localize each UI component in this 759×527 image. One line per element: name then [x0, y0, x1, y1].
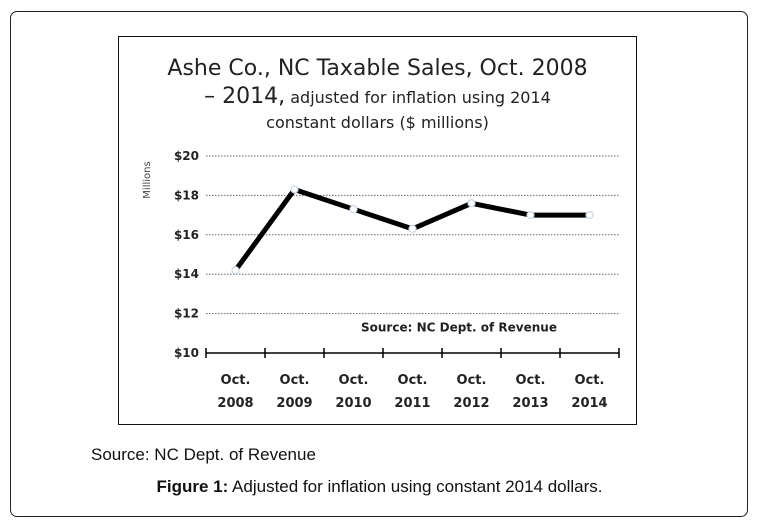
figure-caption-label: Figure 1:	[156, 477, 229, 496]
line-chart-plot: $10 $12 $14 $16 $18 $20 Millions Oct. 2008 Oct. 20…	[142, 149, 620, 411]
y-tick-label: $20	[174, 149, 199, 163]
y-tick-label: $16	[174, 228, 199, 242]
chart-title: Ashe Co., NC Taxable Sales, Oct. 2008 – …	[119, 55, 636, 134]
y-tick-label: $18	[174, 188, 199, 202]
x-tick-label: Oct. 2010	[335, 373, 371, 411]
y-axis-label: Millions	[142, 161, 153, 198]
y-tick-label: $12	[174, 307, 199, 321]
figure-caption-text: Adjusted for inflation using constant 20…	[228, 477, 603, 496]
chart-container: Ashe Co., NC Taxable Sales, Oct. 2008 – …	[118, 36, 637, 425]
data-point	[467, 199, 476, 208]
x-tick-label: Oct. 2008	[217, 373, 253, 411]
x-tick-label: Oct. 2012	[453, 373, 489, 411]
x-tick-label: Oct. 2013	[512, 373, 548, 411]
y-tick-label: $14	[174, 267, 199, 281]
figure-caption: Figure 1: Adjusted for inflation using c…	[0, 477, 759, 497]
data-point	[408, 224, 417, 233]
data-point	[231, 266, 240, 275]
x-tick-label: Oct. 2011	[394, 373, 430, 411]
chart-title-line-2-large: – 2014,	[204, 84, 286, 109]
data-point	[526, 211, 535, 220]
data-point	[290, 185, 299, 194]
x-tick-label: Oct. 2014	[571, 373, 607, 411]
x-tick-label: Oct. 2009	[276, 373, 312, 411]
chart-title-line-2-small: adjusted for inflation using 2014	[290, 88, 551, 107]
chart-title-line-2: – 2014, adjusted for inflation using 201…	[119, 83, 636, 112]
source-caption: Source: NC Dept. of Revenue	[91, 445, 316, 464]
chart-source-annotation: Source: NC Dept. of Revenue	[361, 320, 557, 334]
chart-title-line-1: Ashe Co., NC Taxable Sales, Oct. 2008	[167, 56, 588, 81]
y-tick-label: $10	[174, 346, 199, 360]
data-point	[349, 205, 358, 214]
figure-frame	[10, 11, 748, 517]
chart-title-line-3: constant dollars ($ millions)	[266, 113, 489, 132]
data-point	[585, 211, 594, 220]
